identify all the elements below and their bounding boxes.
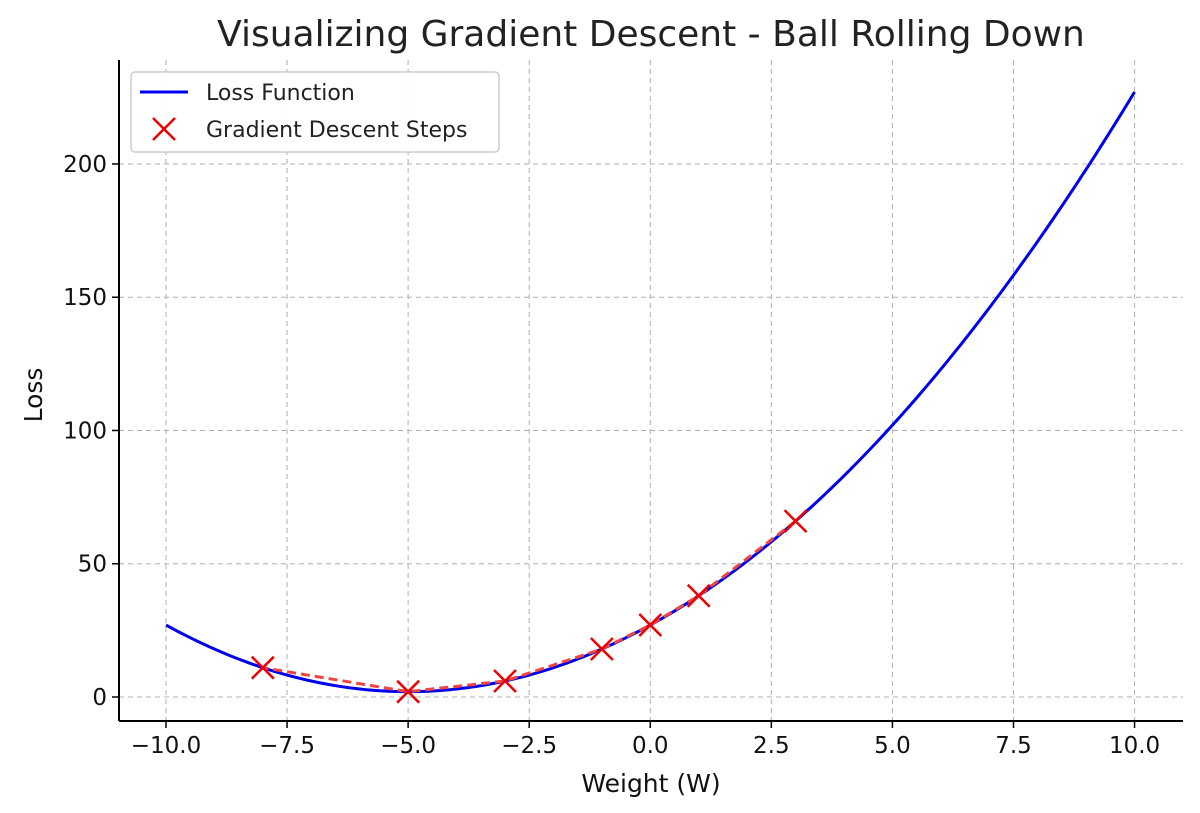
x-axis-label: Weight (W) (581, 769, 720, 798)
x-tick-label: 2.5 (753, 733, 790, 759)
legend-label-gradient-steps: Gradient Descent Steps (206, 118, 467, 143)
x-tick-label: −10.0 (131, 733, 201, 759)
gradient-step-marker (250, 655, 275, 680)
y-tick-label: 50 (78, 552, 107, 578)
gradient-step-marker (686, 583, 711, 608)
x-tick-label: 5.0 (874, 733, 911, 759)
x-tick-label: 7.5 (995, 733, 1032, 759)
gradient-step-marker (783, 509, 808, 533)
y-tick-label: 200 (63, 152, 107, 178)
gradient-step-marker (396, 679, 421, 704)
x-tick-label: −5.0 (380, 733, 436, 759)
x-tick-label: −7.5 (259, 733, 315, 759)
grid (119, 60, 1183, 721)
y-tick-label: 150 (63, 285, 107, 311)
gradient-step-marker (638, 613, 663, 637)
legend-marker-swatch (152, 117, 176, 141)
chart-title: Visualizing Gradient Descent - Ball Roll… (217, 14, 1085, 55)
gradient-step-marker (493, 669, 517, 693)
gradient-step-marker (589, 637, 614, 661)
y-axis-label: Loss (19, 368, 48, 423)
y-tick-label: 100 (63, 418, 107, 444)
legend-box (130, 71, 500, 153)
x-tick-label: 0.0 (632, 733, 669, 759)
x-tick-label: −2.5 (501, 733, 557, 759)
series-layer (165, 91, 1136, 704)
axes: −10.0 −7.5 −5.0 −2.5 0.0 2.5 5.0 7.5 10.0 0 50 100 1… (63, 60, 1183, 759)
legend-label-loss-function: Loss Function (206, 81, 355, 106)
legend: Loss Function Gradient Descent Steps (130, 71, 500, 153)
x-tick-label: 10.0 (1109, 733, 1160, 759)
y-tick-label: 0 (92, 685, 107, 711)
